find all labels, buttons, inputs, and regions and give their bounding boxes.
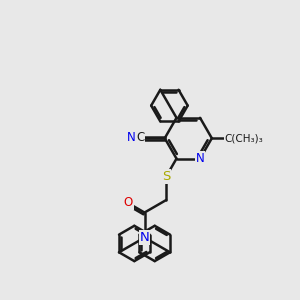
Text: N: N (128, 131, 136, 144)
Text: C: C (136, 131, 144, 144)
Text: N: N (196, 152, 204, 165)
Text: S: S (162, 170, 170, 183)
Text: N: N (140, 231, 149, 244)
Text: C(CH₃)₃: C(CH₃)₃ (225, 133, 264, 143)
Text: O: O (123, 196, 133, 209)
